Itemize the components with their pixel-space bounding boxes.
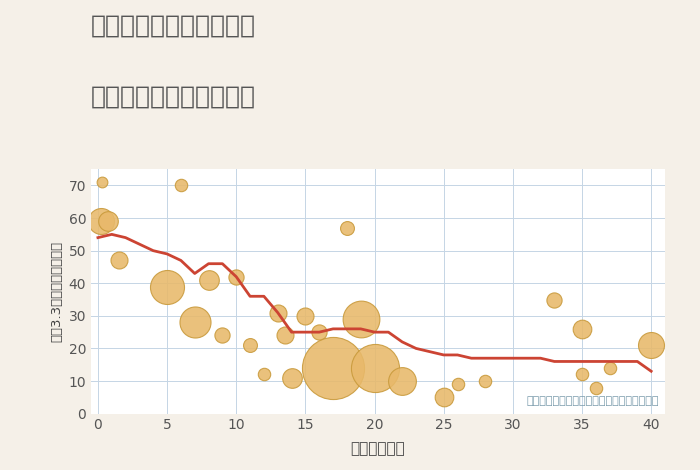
Point	[645, 341, 657, 349]
Point	[438, 393, 449, 401]
Point	[113, 257, 125, 264]
Point	[549, 296, 560, 303]
Point	[342, 224, 353, 232]
X-axis label: 築年数（年）: 築年数（年）	[351, 441, 405, 456]
Point	[203, 276, 214, 284]
Point	[328, 364, 339, 372]
Point	[286, 374, 297, 382]
Point	[604, 364, 615, 372]
Point	[162, 283, 173, 290]
Text: 円の大きさは、取引のあった物件面積を示す: 円の大きさは、取引のあった物件面積を示す	[527, 396, 659, 406]
Point	[217, 332, 228, 339]
Point	[590, 384, 601, 392]
Point	[397, 377, 408, 385]
Y-axis label: 坪（3.3㎡）単価（万円）: 坪（3.3㎡）単価（万円）	[50, 241, 63, 342]
Point	[369, 364, 380, 372]
Point	[102, 218, 113, 225]
Point	[452, 381, 463, 388]
Point	[95, 218, 106, 225]
Point	[314, 329, 325, 336]
Point	[576, 325, 587, 333]
Point	[576, 371, 587, 378]
Text: 築年数別中古戸建て価格: 築年数別中古戸建て価格	[91, 85, 256, 109]
Point	[189, 319, 200, 326]
Point	[97, 179, 108, 186]
Point	[355, 315, 366, 323]
Point	[258, 371, 270, 378]
Text: 福岡県大牟田市高砂町の: 福岡県大牟田市高砂町の	[91, 14, 256, 38]
Point	[175, 182, 186, 189]
Point	[480, 377, 491, 385]
Point	[279, 332, 290, 339]
Point	[230, 273, 241, 281]
Point	[272, 309, 284, 316]
Point	[244, 341, 256, 349]
Point	[300, 312, 311, 320]
